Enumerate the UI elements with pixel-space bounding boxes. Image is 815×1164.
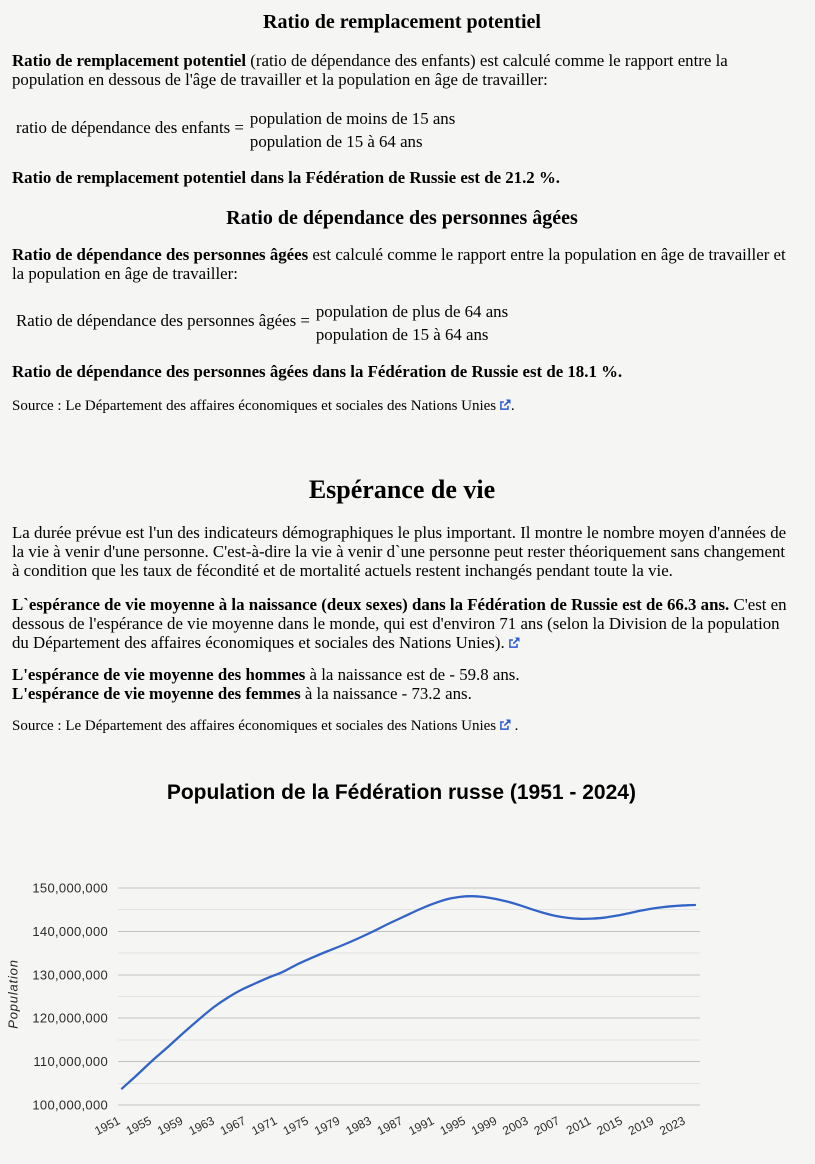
svg-text:1991: 1991 — [406, 1113, 436, 1138]
svg-text:2011: 2011 — [564, 1113, 594, 1137]
svg-text:1951: 1951 — [92, 1113, 122, 1138]
svg-text:1995: 1995 — [438, 1113, 468, 1138]
svg-text:1987: 1987 — [375, 1113, 405, 1138]
svg-text:140,000,000: 140,000,000 — [32, 924, 108, 939]
svg-text:1971: 1971 — [249, 1113, 279, 1138]
svg-text:1967: 1967 — [218, 1113, 248, 1138]
svg-text:1999: 1999 — [469, 1113, 499, 1138]
svg-text:2023: 2023 — [657, 1113, 687, 1138]
svg-text:Population: Population — [6, 959, 21, 1028]
svg-text:2003: 2003 — [500, 1113, 530, 1138]
svg-text:1979: 1979 — [312, 1113, 342, 1138]
svg-text:2007: 2007 — [532, 1113, 562, 1138]
svg-text:130,000,000: 130,000,000 — [32, 967, 108, 982]
svg-text:1963: 1963 — [186, 1113, 216, 1138]
svg-text:1959: 1959 — [155, 1113, 185, 1138]
svg-text:2015: 2015 — [595, 1113, 625, 1138]
svg-text:1983: 1983 — [343, 1113, 373, 1138]
svg-text:100,000,000: 100,000,000 — [32, 1098, 108, 1113]
svg-text:1975: 1975 — [281, 1113, 311, 1138]
svg-text:120,000,000: 120,000,000 — [32, 1011, 108, 1026]
svg-text:110,000,000: 110,000,000 — [33, 1054, 108, 1069]
svg-text:Population de la Fédération ru: Population de la Fédération russe (1951 … — [167, 781, 636, 804]
svg-text:1955: 1955 — [124, 1113, 154, 1138]
svg-text:150,000,000: 150,000,000 — [32, 881, 108, 896]
svg-text:2019: 2019 — [626, 1113, 656, 1138]
